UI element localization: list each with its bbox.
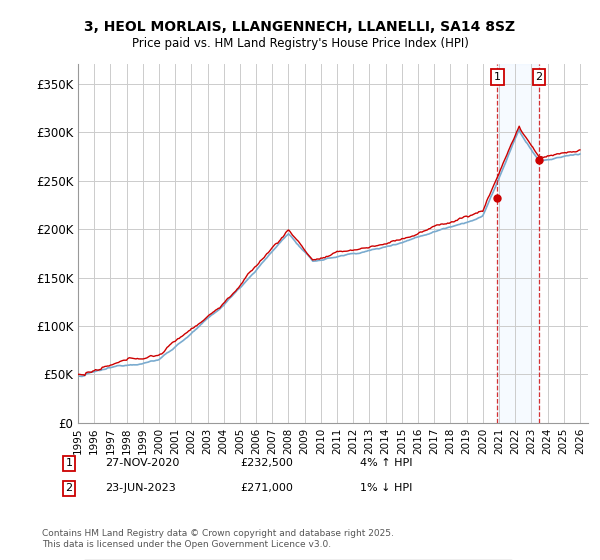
Text: 4% ↑ HPI: 4% ↑ HPI — [360, 458, 413, 468]
Text: 27-NOV-2020: 27-NOV-2020 — [105, 458, 179, 468]
Text: £271,000: £271,000 — [240, 483, 293, 493]
Text: 3, HEOL MORLAIS, LLANGENNECH, LLANELLI, SA14 8SZ: 3, HEOL MORLAIS, LLANGENNECH, LLANELLI, … — [85, 20, 515, 34]
Text: 1: 1 — [65, 458, 73, 468]
Text: 1% ↓ HPI: 1% ↓ HPI — [360, 483, 412, 493]
Text: 1: 1 — [494, 72, 501, 82]
Text: Price paid vs. HM Land Registry's House Price Index (HPI): Price paid vs. HM Land Registry's House … — [131, 37, 469, 50]
Text: £232,500: £232,500 — [240, 458, 293, 468]
Text: Contains HM Land Registry data © Crown copyright and database right 2025.
This d: Contains HM Land Registry data © Crown c… — [42, 529, 394, 549]
Bar — [497, 64, 539, 423]
Text: 23-JUN-2023: 23-JUN-2023 — [105, 483, 176, 493]
Text: 2: 2 — [65, 483, 73, 493]
Text: 2: 2 — [535, 72, 542, 82]
